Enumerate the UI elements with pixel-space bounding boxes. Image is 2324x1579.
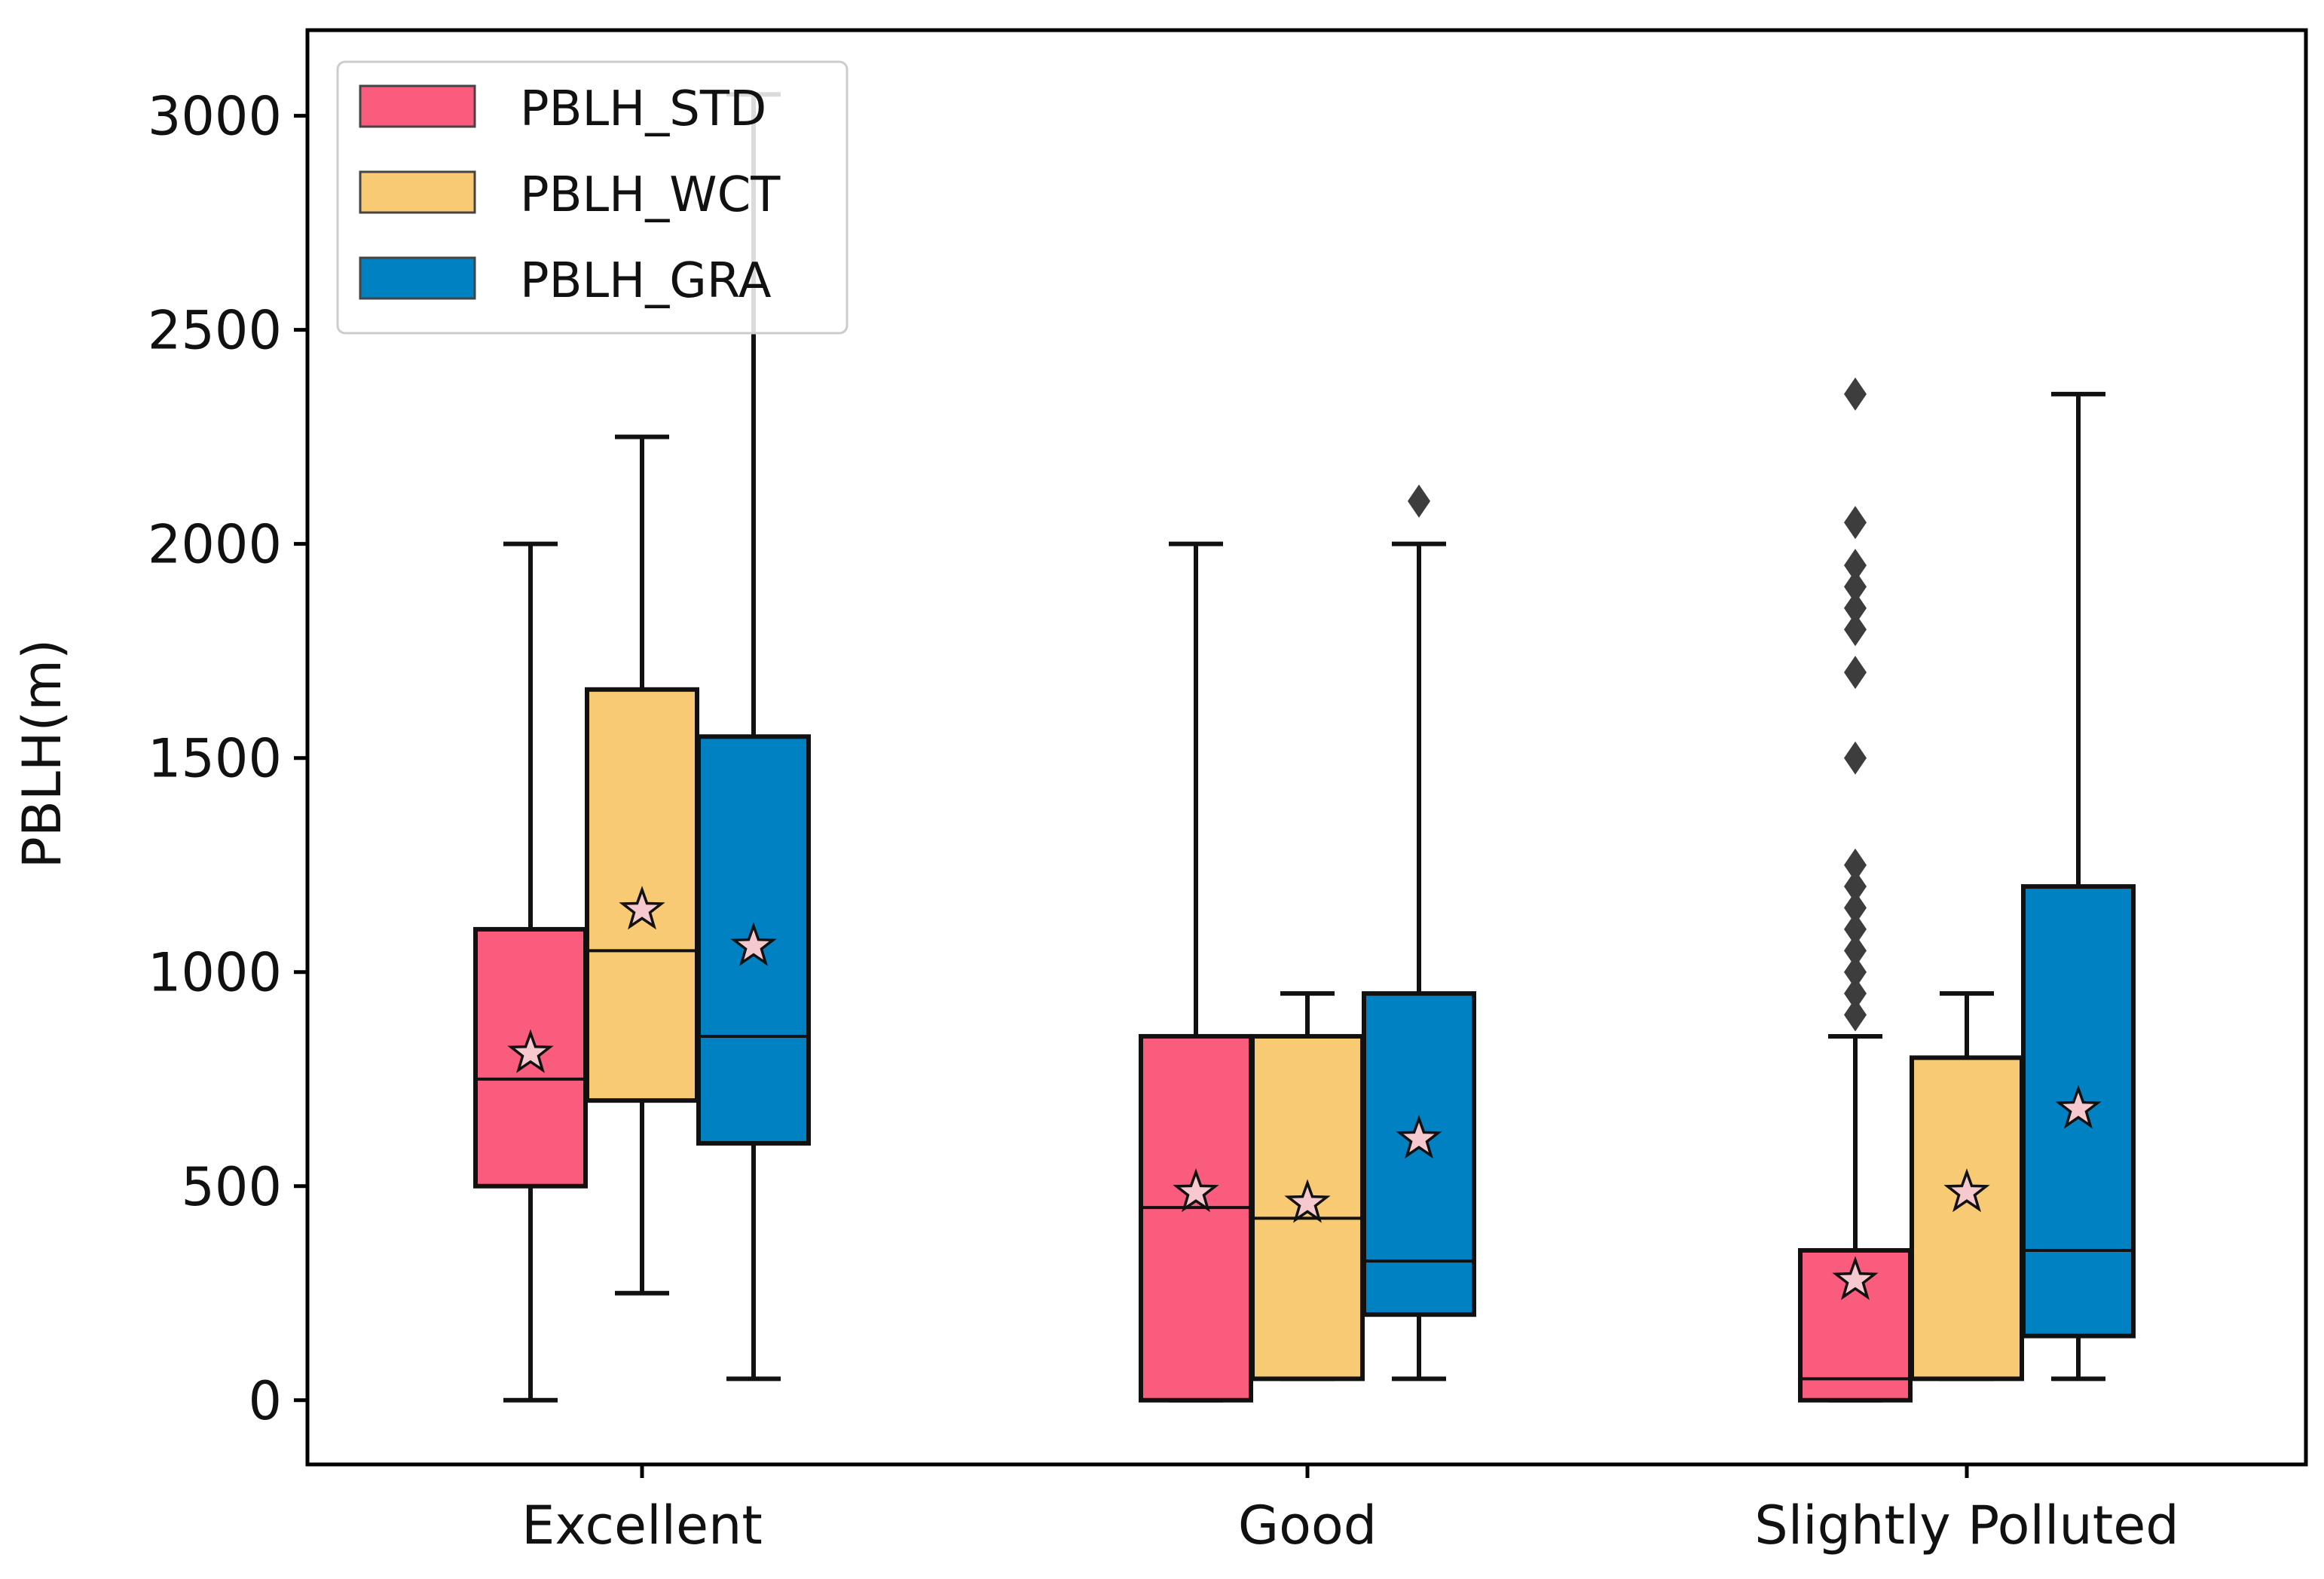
y-tick-label: 2500 bbox=[148, 300, 282, 362]
outlier-point bbox=[1408, 484, 1430, 518]
legend-label: PBLH_STD bbox=[520, 81, 766, 137]
legend-label: PBLH_GRA bbox=[520, 253, 772, 309]
y-tick-label: 1000 bbox=[148, 942, 282, 1004]
box-pblh_gra-good bbox=[1362, 484, 1476, 1382]
box-pblh_std-excellent bbox=[473, 541, 588, 1403]
outlier-point bbox=[1844, 955, 1867, 989]
legend-label: PBLH_WCT bbox=[520, 167, 781, 223]
mean-marker bbox=[1943, 1168, 1990, 1213]
box-pblh_std-slightly-polluted bbox=[1798, 377, 1913, 1403]
y-tick-label: 0 bbox=[248, 1370, 282, 1432]
box-pblh_wct-excellent bbox=[585, 434, 699, 1296]
boxes-layer bbox=[473, 92, 2136, 1403]
outlier-point bbox=[1844, 891, 1867, 925]
outlier-point bbox=[1844, 870, 1867, 904]
box-iqr bbox=[1910, 1055, 2024, 1382]
outlier-point bbox=[1844, 848, 1867, 882]
axes-layer: 0 500 1000 1500 2000 2500 3000 Excellent Good Sli… bbox=[148, 28, 2308, 1556]
legend: PBLH_STD PBLH_WCT PBLH_GRA bbox=[336, 60, 849, 335]
legend-swatch bbox=[359, 170, 476, 214]
mean-marker bbox=[1173, 1168, 1219, 1213]
legend-swatch bbox=[359, 84, 476, 128]
outlier-point bbox=[1844, 591, 1867, 625]
box-pblh_gra-slightly-polluted bbox=[2021, 391, 2136, 1382]
y-tick-label: 500 bbox=[181, 1156, 282, 1218]
outlier-point bbox=[1844, 506, 1867, 540]
outlier-point bbox=[1844, 549, 1867, 583]
outlier-point bbox=[1844, 613, 1867, 647]
x-tick-label: Excellent bbox=[521, 1495, 763, 1556]
outlier-point bbox=[1844, 656, 1867, 690]
outlier-point bbox=[1844, 977, 1867, 1011]
mean-marker bbox=[507, 1029, 554, 1073]
y-axis-title: PBLH(m) bbox=[11, 639, 73, 869]
x-tick-label: Good bbox=[1238, 1495, 1377, 1556]
mean-marker bbox=[619, 886, 665, 930]
box-pblh_gra-excellent bbox=[696, 92, 811, 1382]
mean-marker bbox=[2055, 1085, 2102, 1129]
x-tick-label: Slightly Polluted bbox=[1754, 1495, 2179, 1556]
y-tick-label: 1500 bbox=[148, 728, 282, 790]
legend-swatch bbox=[359, 256, 476, 300]
box-iqr bbox=[1362, 991, 1476, 1317]
outlier-point bbox=[1844, 570, 1867, 604]
outlier-point bbox=[1844, 741, 1867, 775]
y-tick-label: 2000 bbox=[148, 514, 282, 576]
mean-marker bbox=[1396, 1115, 1442, 1159]
box-iqr bbox=[1139, 1033, 1253, 1403]
outlier-point bbox=[1844, 998, 1867, 1032]
y-tick-label: 3000 bbox=[148, 86, 282, 148]
outlier-point bbox=[1844, 934, 1867, 968]
box-pblh_wct-slightly-polluted bbox=[1910, 991, 2024, 1382]
mean-marker bbox=[1284, 1179, 1331, 1223]
outlier-point bbox=[1844, 912, 1867, 946]
outlier-point bbox=[1844, 377, 1867, 411]
mean-marker bbox=[730, 922, 777, 966]
box-iqr bbox=[696, 734, 811, 1146]
mean-marker bbox=[1832, 1256, 1879, 1300]
box-pblh_wct-good bbox=[1250, 991, 1365, 1382]
